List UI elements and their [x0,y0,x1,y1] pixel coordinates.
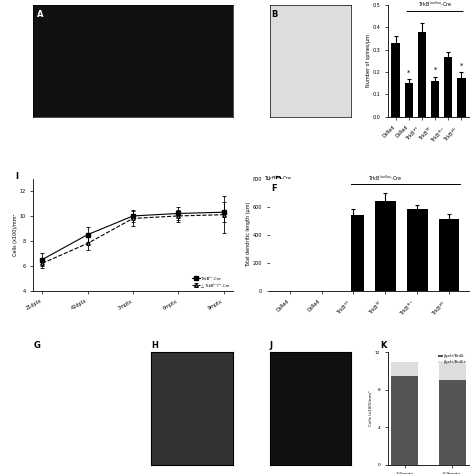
Bar [439,362,465,381]
Text: TrkB$^{lox/lox}$-Cre: TrkB$^{lox/lox}$-Cre [368,174,402,183]
Text: A: A [37,10,44,19]
Bar [392,376,418,465]
Bar [375,201,396,291]
Text: B: B [271,10,278,19]
Bar [431,81,439,117]
Text: F: F [271,184,277,193]
Text: K: K [381,341,387,350]
Text: H: H [151,341,158,350]
Bar [407,210,428,291]
Bar [418,32,426,117]
Bar [392,362,418,376]
Bar [405,83,413,117]
Y-axis label: Number of spines/μm: Number of spines/μm [366,34,371,87]
Y-axis label: Cells (x100)/mm²: Cells (x100)/mm² [13,213,18,256]
Bar [343,215,364,291]
Bar [438,219,459,291]
Text: I: I [15,173,18,182]
Text: TrkB$^{lox/lox}$-Cre: TrkB$^{lox/lox}$-Cre [418,0,452,9]
Text: *: * [407,69,410,75]
Y-axis label: Cells (x100)/mm²: Cells (x100)/mm² [369,391,373,426]
Text: D: D [274,176,281,185]
Bar [439,381,465,465]
Text: *: * [433,67,437,73]
Bar [444,57,453,117]
Bar [457,78,465,117]
Bar [392,43,400,117]
Legend: βgal+/BrdU-, βgal+/BrdU+: βgal+/BrdU-, βgal+/BrdU+ [438,354,467,365]
Bar [280,208,300,291]
Bar [311,213,332,291]
Legend: TrkBˡʳˣ-Cre, △ TrkBˡʳˣ/ˡʳˣ-Cre: TrkBˡʳˣ-Cre, △ TrkBˡʳˣ/ˡʳˣ-Cre [191,275,231,289]
Text: TrkB$^{lox}$-Cre: TrkB$^{lox}$-Cre [264,174,293,183]
Text: J: J [270,341,273,350]
Text: *: * [460,63,463,69]
Text: G: G [33,341,40,350]
Y-axis label: Total dendritic length (μm): Total dendritic length (μm) [246,202,251,267]
